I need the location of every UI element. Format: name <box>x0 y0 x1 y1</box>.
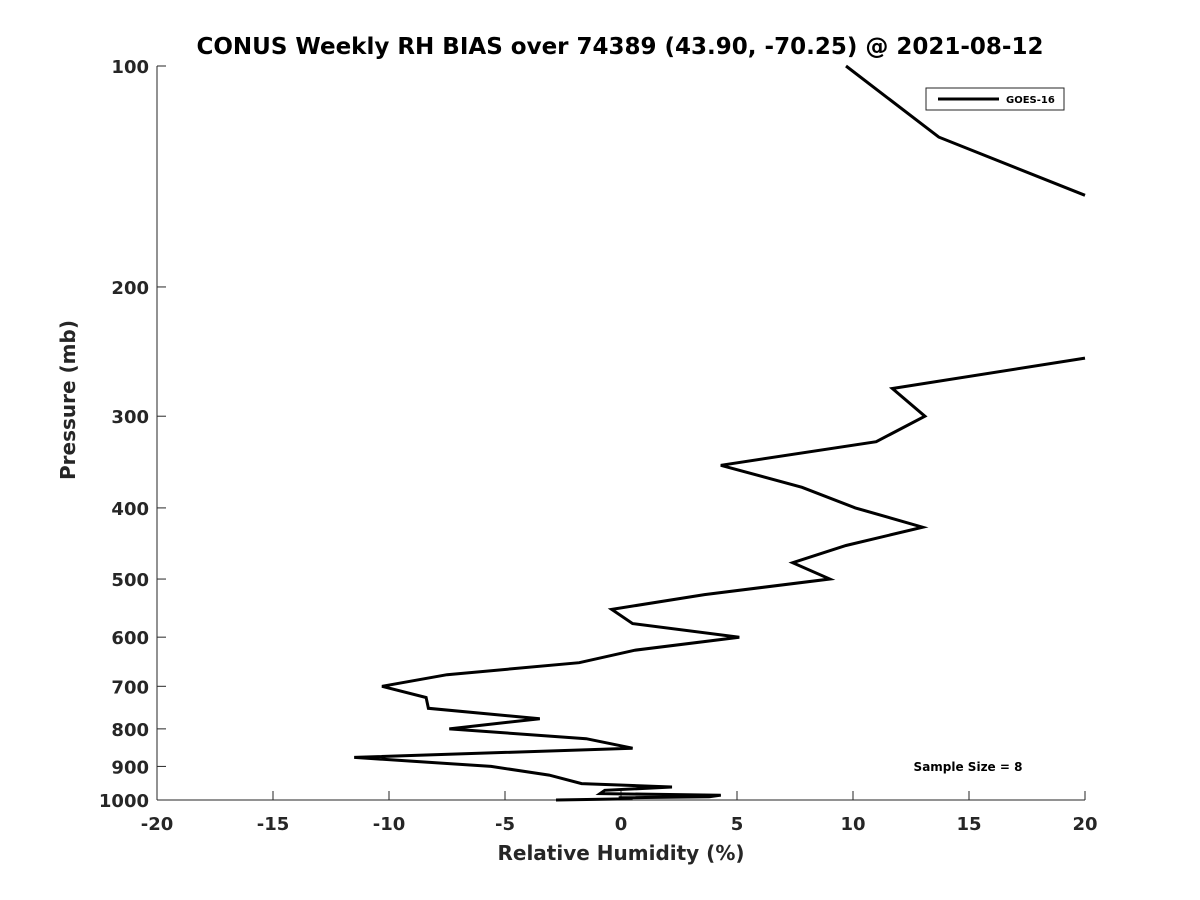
y-tick-label: 500 <box>111 570 149 591</box>
chart-title: CONUS Weekly RH BIAS over 74389 (43.90, … <box>196 34 1043 60</box>
x-tick-label: -20 <box>141 814 174 835</box>
x-tick-label: 0 <box>615 814 628 835</box>
x-tick-label: 15 <box>956 814 981 835</box>
x-axis-ticks: -20 -15 -10 -5 0 5 10 15 20 <box>141 791 1098 835</box>
plot-area <box>157 66 1085 800</box>
x-tick-label: 20 <box>1072 814 1097 835</box>
y-tick-label: 400 <box>111 499 149 520</box>
series-line-goes-16 <box>354 356 1086 802</box>
x-tick-label: -10 <box>373 814 406 835</box>
x-tick-label: 10 <box>840 814 865 835</box>
x-tick-label: 5 <box>731 814 744 835</box>
x-tick-label: -5 <box>495 814 515 835</box>
y-tick-label: 100 <box>111 57 149 78</box>
axes <box>156 66 1085 801</box>
y-tick-label: 200 <box>111 278 149 299</box>
x-tick-label: -15 <box>257 814 290 835</box>
series-lines <box>354 64 1086 802</box>
y-tick-label: 700 <box>111 677 149 698</box>
series-line-goes-16 <box>845 64 1086 197</box>
y-tick-label: 1000 <box>99 791 149 812</box>
y-tick-label: 800 <box>111 720 149 741</box>
y-axis-ticks: 100 200 300 400 500 600 700 800 900 1000 <box>99 57 166 812</box>
y-tick-label: 300 <box>111 407 149 428</box>
legend: GOES-16 <box>925 87 1065 111</box>
y-tick-label: 900 <box>111 757 149 778</box>
sample-size-annotation: Sample Size = 8 <box>914 760 1023 774</box>
y-axis-label: Pressure (mb) <box>56 320 80 480</box>
x-axis-label: Relative Humidity (%) <box>497 841 744 865</box>
y-tick-label: 600 <box>111 628 149 649</box>
legend-label-goes-16: GOES-16 <box>1006 95 1055 106</box>
